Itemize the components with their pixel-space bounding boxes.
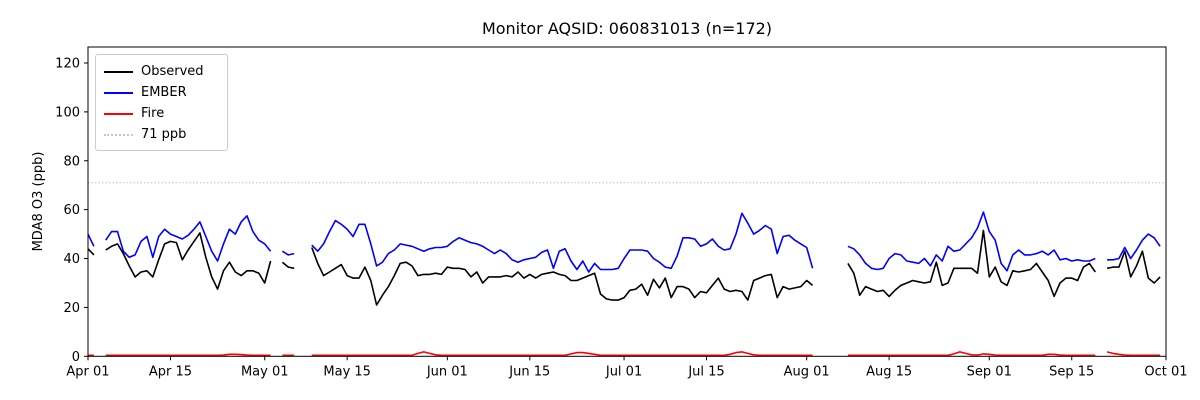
legend-item-threshold: 71 ppb	[104, 124, 219, 145]
x-tick-label: Apr 15	[149, 364, 192, 379]
series-line-observed	[1106, 250, 1161, 284]
x-tick-label: Jun 15	[508, 364, 550, 379]
plot-area	[87, 47, 1166, 357]
y-tick-label: 0	[72, 350, 80, 365]
y-tick-label: 40	[63, 252, 80, 267]
series-line-fire	[847, 351, 1096, 357]
series-line-ember	[281, 250, 295, 256]
x-tick-label: Jul 15	[687, 364, 724, 379]
series-line-ember	[87, 233, 95, 247]
axes-decorations: Apr 01 Apr 15 May 01 May 15 Jun 01 Jun 15 Jul …	[55, 46, 1188, 379]
x-tick-label: May 15	[323, 364, 371, 379]
y-tick-label: 80	[63, 154, 80, 169]
legend-box: Observed EMBER Fire 71 ppb	[95, 54, 228, 151]
x-tick-label: Jun 01	[426, 364, 468, 379]
observed-line-sample	[104, 70, 133, 73]
series-line-fire	[105, 353, 271, 357]
x-tick-label: Jul 01	[605, 364, 642, 379]
series-line-observed	[847, 229, 1096, 298]
x-tick-label: May 01	[241, 364, 289, 379]
legend-label: 71 ppb	[141, 127, 187, 142]
series-line-ember	[847, 211, 1096, 272]
fire-line-sample	[104, 112, 133, 115]
x-tick-label: Aug 01	[784, 364, 830, 379]
x-tick-label: Apr 01	[66, 364, 109, 379]
x-tick-label: Oct 01	[1144, 364, 1187, 379]
series-line-observed	[281, 261, 295, 270]
series-line-ember	[105, 215, 272, 262]
x-tick-label: Aug 15	[866, 364, 912, 379]
series-line-observed	[87, 248, 95, 256]
threshold-line-sample	[104, 133, 133, 136]
series-line-ember	[1107, 233, 1161, 261]
legend-label: Observed	[141, 64, 204, 79]
y-tick-label: 60	[63, 203, 80, 218]
y-axis-label: MDA8 O3 (ppb)	[31, 152, 46, 252]
ember-line-sample	[104, 91, 133, 94]
chart-title: Monitor AQSID: 060831013 (n=172)	[482, 19, 772, 38]
x-tick-label: Sep 01	[967, 364, 1012, 379]
series-line-fire	[311, 351, 813, 357]
y-tick-label: 20	[63, 301, 80, 316]
y-tick-label: 120	[55, 56, 80, 71]
series-line-observed	[311, 247, 814, 306]
x-tick-label: Sep 15	[1049, 364, 1094, 379]
axes-background	[88, 47, 1166, 357]
series-line-fire	[1106, 351, 1161, 357]
legend-item-ember: EMBER	[104, 82, 219, 103]
axes-spines	[87, 46, 1167, 357]
legend-item-observed: Observed	[104, 61, 219, 82]
legend-label: EMBER	[141, 85, 187, 100]
series-line-ember	[311, 212, 814, 273]
legend-item-fire: Fire	[104, 103, 219, 124]
y-tick-label: 100	[55, 105, 80, 120]
legend-label: Fire	[141, 106, 165, 121]
series-line-observed	[105, 232, 272, 290]
